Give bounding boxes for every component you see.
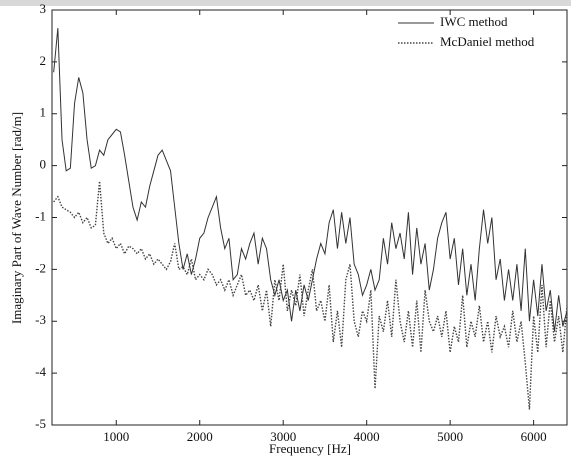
x-tick-label: 6000 — [521, 429, 547, 444]
y-tick-label: -2 — [35, 260, 46, 275]
x-tick-label: 5000 — [437, 429, 463, 444]
y-tick-label: -1 — [35, 208, 46, 223]
y-tick-label: 1 — [40, 105, 47, 120]
x-axis-label: Frequency [Hz] — [269, 441, 351, 456]
x-tick-label: 3000 — [270, 429, 296, 444]
plot-frame — [51, 9, 568, 426]
data-line — [53, 181, 568, 410]
legend-label: McDaniel method — [440, 34, 535, 49]
y-axis-label: Imaginary Part of Wave Number [rad/m] — [9, 112, 24, 324]
legend-label: IWC method — [440, 14, 508, 29]
y-tick-label: 3 — [40, 1, 47, 16]
x-tick-label: 1000 — [103, 429, 129, 444]
y-tick-label: -4 — [35, 364, 46, 379]
y-tick-label: 2 — [40, 53, 47, 68]
top-bar — [0, 0, 571, 6]
data-line — [53, 28, 568, 332]
y-tick-label: -3 — [35, 312, 46, 327]
x-tick-label: 4000 — [354, 429, 380, 444]
y-tick-label: -5 — [35, 416, 46, 431]
y-tick-label: 0 — [40, 157, 47, 172]
x-tick-label: 2000 — [187, 429, 213, 444]
